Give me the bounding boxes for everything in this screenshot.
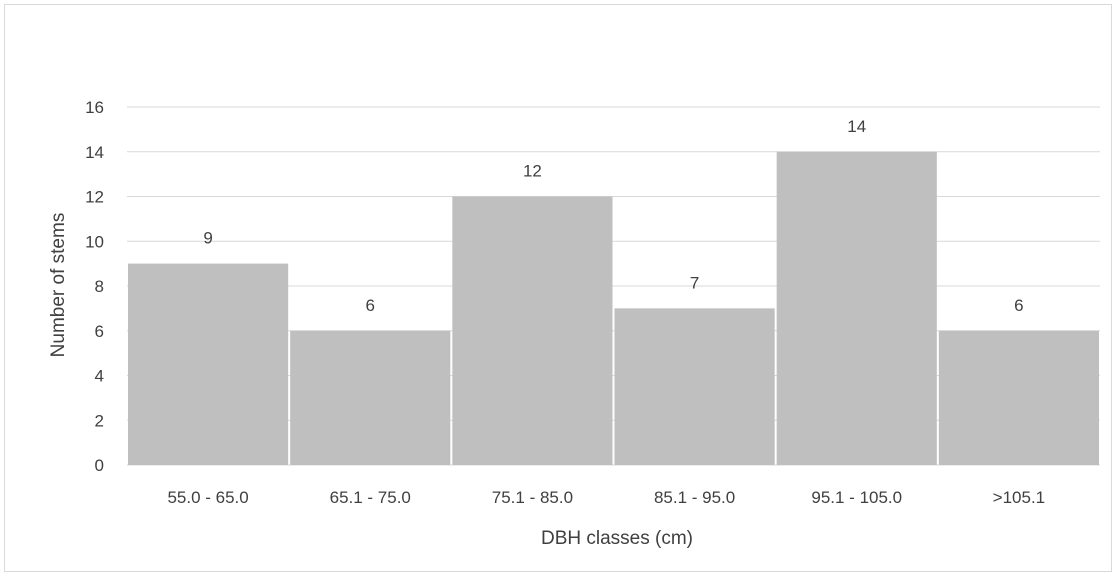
x-tick-label: 55.0 - 65.0 [167,488,248,507]
y-axis-ticks: 0 2 4 6 8 10 12 14 16 [85,98,104,475]
x-tick-label: >105.1 [993,488,1045,507]
y-tick-label: 14 [85,143,104,162]
x-tick-label: 75.1 - 85.0 [492,488,573,507]
y-tick-label: 12 [85,188,104,207]
x-tick-label: 85.1 - 95.0 [654,488,735,507]
y-tick-label: 8 [95,277,104,296]
data-labels: 9 6 12 7 14 6 [203,117,1023,315]
y-tick-label: 4 [95,367,104,386]
x-axis-title: DBH classes (cm) [541,528,693,549]
data-label: 9 [203,229,212,248]
y-tick-label: 2 [95,411,104,430]
y-tick-label: 0 [95,456,104,475]
bar-2 [290,330,451,465]
y-tick-label: 6 [95,322,104,341]
data-label: 6 [1014,296,1023,315]
bar-1 [128,263,289,465]
y-tick-label: 16 [85,98,104,117]
gridlines [127,106,1100,466]
x-tick-label: 65.1 - 75.0 [330,488,411,507]
y-axis-title: Number of stems [48,213,69,358]
data-label: 14 [847,117,866,136]
data-label: 7 [690,273,699,292]
bar-4 [614,308,775,465]
bars [128,151,1099,465]
bar-3 [452,196,613,465]
x-axis-ticks: 55.0 - 65.0 65.1 - 75.0 75.1 - 85.0 85.1 - … [167,488,1045,507]
x-tick-label: 95.1 - 105.0 [811,488,902,507]
y-tick-label: 10 [85,232,104,251]
bar-6 [938,330,1099,465]
bar-5 [776,151,937,465]
data-label: 12 [523,162,542,181]
data-label: 6 [366,296,375,315]
